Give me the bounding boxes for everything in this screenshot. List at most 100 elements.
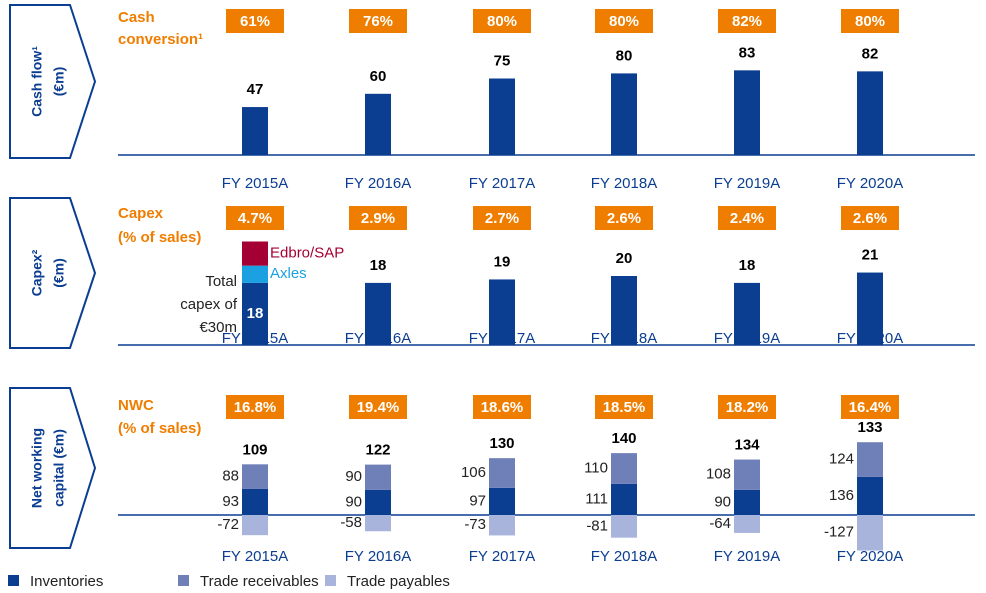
bar-segment	[242, 265, 268, 283]
bar-segment	[489, 515, 515, 536]
bar-segment	[611, 483, 637, 515]
bar-segment	[734, 515, 760, 533]
ratio-box	[841, 395, 899, 419]
ratio-box	[473, 395, 531, 419]
section-label: (€m)	[51, 67, 67, 97]
bar	[365, 93, 391, 155]
ratio-value: 2.9%	[361, 210, 395, 227]
total-label: 109	[242, 441, 267, 458]
segment-value: 111	[585, 490, 608, 507]
segment-value: 136	[829, 487, 854, 504]
segment-value: 97	[469, 492, 486, 509]
value-label: 83	[739, 44, 756, 61]
ratio-value: 2.6%	[607, 210, 641, 227]
bar	[734, 70, 760, 155]
total-label: 140	[611, 430, 636, 447]
segment-value: 106	[461, 464, 486, 481]
legend-swatch	[8, 575, 19, 586]
ratio-box	[718, 9, 776, 33]
value-label: 18	[247, 305, 264, 322]
segment-value: -81	[586, 517, 608, 534]
bar-segment	[242, 241, 268, 266]
bar-segment	[734, 489, 760, 515]
ratio-box	[718, 206, 776, 230]
bar-segment	[365, 515, 391, 532]
value-label: 75	[494, 52, 511, 69]
value-label: 20	[616, 250, 633, 267]
bar-segment	[611, 515, 637, 538]
ratio-label: (% of sales)	[118, 229, 201, 246]
bar	[611, 276, 637, 345]
bar	[611, 73, 637, 155]
segment-value: 108	[706, 466, 731, 483]
ratio-box	[473, 206, 531, 230]
value-label: 19	[494, 253, 511, 270]
segment-value: -127	[824, 524, 854, 541]
bar-segment	[857, 442, 883, 477]
bar	[857, 71, 883, 155]
ratio-label: (% of sales)	[118, 420, 201, 437]
ratio-label: Cash	[118, 9, 155, 26]
ratio-box	[226, 9, 284, 33]
segment-value: 88	[222, 468, 239, 485]
segment-value: 90	[345, 493, 362, 510]
bar-segment	[734, 459, 760, 490]
total-label: 134	[734, 437, 760, 454]
ratio-value: 18.6%	[481, 399, 524, 416]
annotation: Total	[205, 273, 237, 290]
segment-label: Edbro/SAP	[270, 245, 344, 262]
annotation: capex of	[180, 296, 238, 313]
value-label: 18	[370, 257, 387, 274]
total-label: 122	[365, 442, 390, 459]
ratio-box	[349, 206, 407, 230]
bar-segment	[242, 488, 268, 515]
bar-segment	[242, 515, 268, 536]
category-label: FY 2018A	[591, 548, 657, 565]
bar	[242, 107, 268, 155]
ratio-label: NWC	[118, 397, 154, 414]
section-chevron	[9, 4, 97, 159]
ratio-box	[595, 206, 653, 230]
value-label: 60	[370, 68, 387, 85]
section-chevron	[9, 197, 97, 349]
ratio-value: 80%	[487, 13, 517, 30]
legend-label: Trade receivables	[200, 573, 319, 590]
segment-value: 110	[584, 459, 608, 476]
value-label: 18	[739, 257, 756, 274]
ratio-value: 16.4%	[849, 399, 892, 416]
ratio-box	[349, 395, 407, 419]
bar-segment	[857, 476, 883, 515]
ratio-box	[841, 206, 899, 230]
ratio-box	[226, 395, 284, 419]
value-label: 80	[616, 47, 633, 64]
bar-segment	[365, 489, 391, 515]
ratio-box	[473, 9, 531, 33]
category-label: FY 2020A	[837, 548, 903, 565]
category-label: FY 2020A	[837, 175, 903, 192]
category-label: FY 2016A	[345, 548, 411, 565]
ratio-value: 61%	[240, 13, 270, 30]
segment-value: -72	[217, 516, 239, 533]
segment-value: 90	[714, 493, 731, 510]
ratio-value: 2.6%	[853, 210, 887, 227]
value-label: 47	[247, 81, 264, 98]
bar-segment	[611, 453, 637, 484]
ratio-value: 2.7%	[485, 210, 519, 227]
segment-label: Axles	[270, 265, 307, 282]
bar	[242, 282, 268, 345]
section-chevron	[9, 387, 97, 549]
value-label: 82	[862, 45, 879, 62]
segment-value: 90	[345, 468, 362, 485]
category-label: FY 2017A	[469, 175, 535, 192]
bar	[734, 282, 760, 345]
segment-value: 93	[222, 493, 239, 510]
category-label: FY 2019A	[714, 548, 780, 565]
ratio-box	[226, 206, 284, 230]
legend-label: Trade payables	[347, 573, 450, 590]
segment-value: -58	[340, 514, 362, 531]
legend-label: Inventories	[30, 573, 103, 590]
category-label: FY 2015A	[222, 175, 288, 192]
bar-segment	[489, 487, 515, 515]
total-label: 130	[489, 435, 514, 452]
